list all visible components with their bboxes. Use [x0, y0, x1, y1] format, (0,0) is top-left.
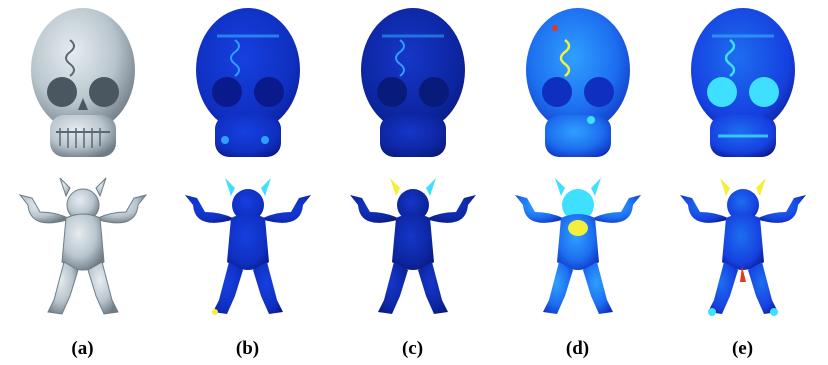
creature-heatmap: [680, 178, 806, 316]
creature-heatmap: [515, 178, 641, 314]
skull-heatmap: [691, 8, 795, 157]
skull-heatmap: [196, 8, 300, 157]
creature-heatmap: [185, 178, 311, 315]
panel-c: (c): [330, 0, 495, 365]
panel-b: (b): [165, 0, 330, 365]
panel-b-models: [185, 8, 311, 315]
panel-c-models: [350, 8, 476, 314]
panel-e-caption: (e): [731, 338, 754, 359]
panel-a: (a): [0, 0, 165, 365]
panel-e-models: [680, 8, 806, 316]
panel-a-caption: (a): [71, 338, 94, 359]
panel-b-caption: (b): [235, 338, 260, 359]
creature-model: [18, 177, 148, 315]
skull-heatmap: [526, 8, 630, 157]
skull-heatmap: [361, 8, 465, 157]
creature-heatmap: [350, 178, 476, 314]
panel-a-models: [18, 8, 148, 315]
panel-d-models: [515, 8, 641, 314]
panel-d: (d): [495, 0, 660, 365]
panel-c-caption: (c): [401, 338, 424, 359]
panel-d-caption: (d): [565, 338, 590, 359]
skull-model: [31, 8, 135, 157]
panel-e: (e): [660, 0, 825, 365]
